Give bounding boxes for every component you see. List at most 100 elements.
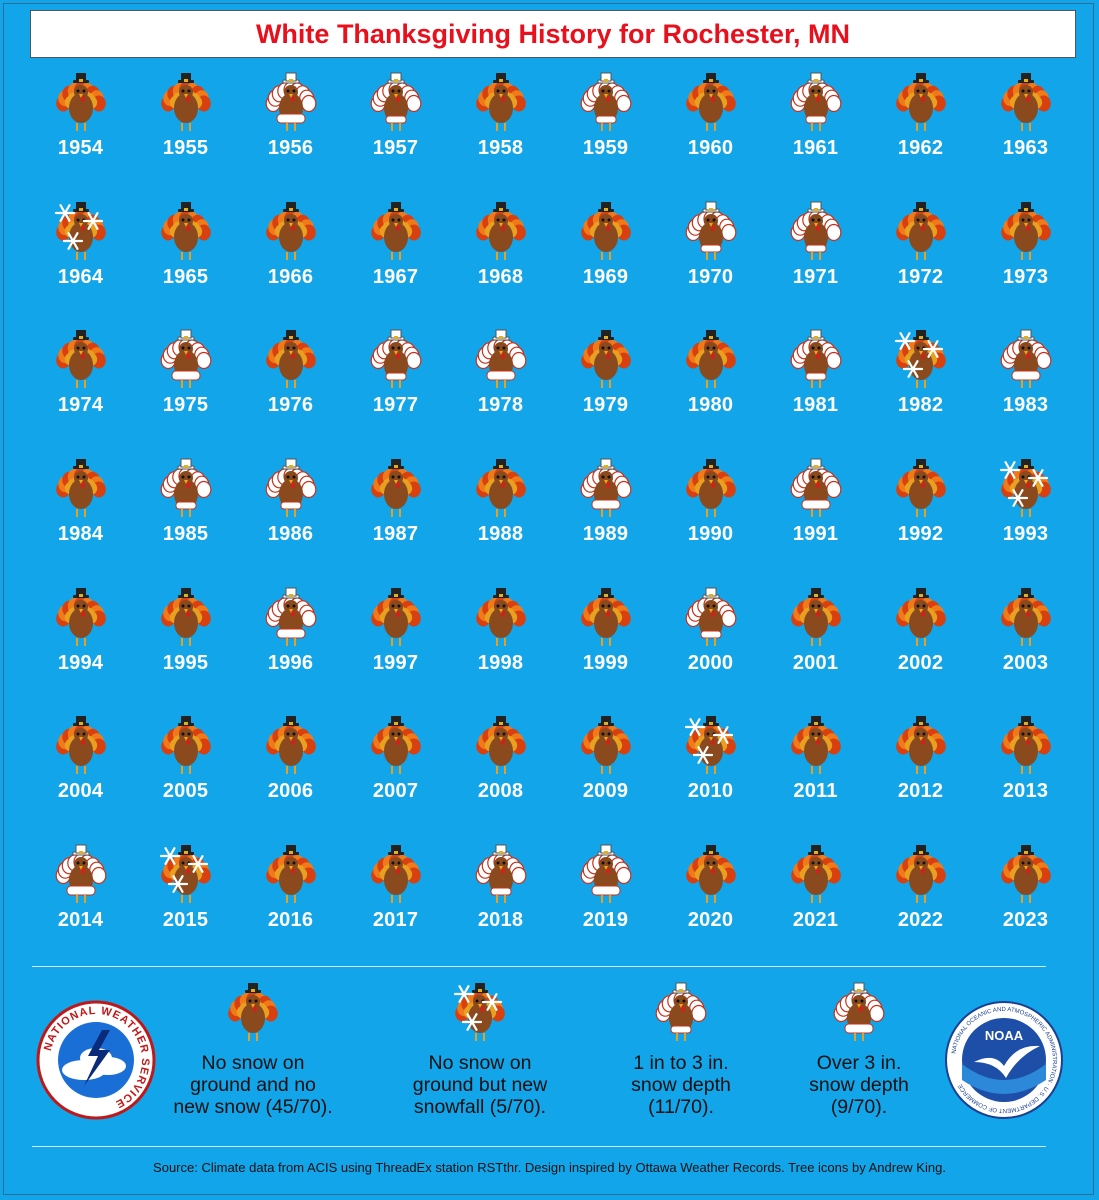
year-label: 1968 <box>477 265 524 288</box>
year-label: 1965 <box>162 265 209 288</box>
year-label: 1971 <box>792 265 839 288</box>
turkey-icon <box>683 585 739 649</box>
year-cell: 2013 <box>973 713 1078 842</box>
year-label: 2009 <box>582 780 629 803</box>
year-cell: 1975 <box>133 327 238 456</box>
year-cell: 1988 <box>448 456 553 585</box>
turkey-icon <box>578 199 634 263</box>
turkey-icon <box>788 199 844 263</box>
year-cell: 1976 <box>238 327 343 456</box>
turkey-icon <box>473 199 529 263</box>
year-cell: 1996 <box>238 585 343 714</box>
legend-label: 1 in to 3 in. snow depth (11/70). <box>631 1052 731 1118</box>
year-label: 2006 <box>267 780 314 803</box>
turkey-icon <box>158 199 214 263</box>
year-cell: 2009 <box>553 713 658 842</box>
year-label: 2010 <box>687 780 734 803</box>
turkey-icon <box>578 327 634 391</box>
year-cell: 2018 <box>448 842 553 971</box>
year-cell: 1990 <box>658 456 763 585</box>
legend-item: 1 in to 3 in. snow depth (11/70). <box>581 980 781 1118</box>
turkey-icon <box>578 842 634 906</box>
turkey-icon <box>473 842 529 906</box>
year-label: 1973 <box>1002 265 1049 288</box>
year-label: 2001 <box>792 651 839 674</box>
year-label: 2000 <box>687 651 734 674</box>
year-label: 1982 <box>897 394 944 417</box>
divider-bottom <box>32 1146 1046 1147</box>
year-label: 1967 <box>372 265 419 288</box>
turkey-icon <box>452 980 508 1044</box>
year-label: 1966 <box>267 265 314 288</box>
year-cell: 2011 <box>763 713 868 842</box>
turkey-icon <box>998 327 1054 391</box>
year-label: 1972 <box>897 265 944 288</box>
year-cell: 1969 <box>553 199 658 328</box>
year-label: 2007 <box>372 780 419 803</box>
year-cell: 1989 <box>553 456 658 585</box>
year-label: 2016 <box>267 909 314 932</box>
turkey-icon <box>893 713 949 777</box>
turkey-icon <box>998 199 1054 263</box>
turkey-icon <box>893 70 949 134</box>
divider-top <box>32 966 1046 967</box>
turkey-icon <box>473 456 529 520</box>
year-label: 2003 <box>1002 651 1049 674</box>
turkey-icon <box>578 585 634 649</box>
year-label: 1957 <box>372 137 419 159</box>
year-cell: 1992 <box>868 456 973 585</box>
year-label: 1974 <box>57 394 104 417</box>
year-cell: 1958 <box>448 70 553 199</box>
turkey-icon <box>578 70 634 134</box>
year-cell: 2012 <box>868 713 973 842</box>
year-label: 1963 <box>1002 137 1049 159</box>
turkey-icon <box>53 713 109 777</box>
turkey-icon <box>788 456 844 520</box>
year-cell: 2008 <box>448 713 553 842</box>
year-cell: 1993 <box>973 456 1078 585</box>
turkey-icon <box>788 585 844 649</box>
year-label: 2013 <box>1002 780 1049 803</box>
year-cell: 2019 <box>553 842 658 971</box>
year-label: 1999 <box>582 651 629 674</box>
turkey-icon <box>998 713 1054 777</box>
turkey-icon <box>53 585 109 649</box>
turkey-icon <box>225 980 281 1044</box>
turkey-icon <box>368 70 424 134</box>
year-cell: 1999 <box>553 585 658 714</box>
year-cell: 1994 <box>28 585 133 714</box>
turkey-icon <box>473 713 529 777</box>
turkey-icon <box>53 327 109 391</box>
turkey-icon <box>683 327 739 391</box>
year-cell: 1997 <box>343 585 448 714</box>
year-label: 1994 <box>57 651 104 674</box>
year-label: 1979 <box>582 394 629 417</box>
turkey-icon <box>368 327 424 391</box>
year-label: 2005 <box>162 780 209 803</box>
year-cell: 1977 <box>343 327 448 456</box>
year-cell: 2001 <box>763 585 868 714</box>
year-cell: 1963 <box>973 70 1078 199</box>
year-cell: 1982 <box>868 327 973 456</box>
turkey-icon <box>53 70 109 134</box>
year-cell: 1961 <box>763 70 868 199</box>
year-cell: 1987 <box>343 456 448 585</box>
legend-label: No snow on ground and no new snow (45/70… <box>173 1052 333 1118</box>
year-cell: 1979 <box>553 327 658 456</box>
year-label: 2002 <box>897 651 944 674</box>
year-cell: 1962 <box>868 70 973 199</box>
turkey-icon <box>788 842 844 906</box>
turkey-icon <box>263 199 319 263</box>
turkey-icon <box>53 199 109 263</box>
turkey-icon <box>788 70 844 134</box>
year-label: 1998 <box>477 651 524 674</box>
year-cell: 1978 <box>448 327 553 456</box>
turkey-icon <box>263 585 319 649</box>
turkey-icon <box>473 585 529 649</box>
year-label: 1989 <box>582 523 629 546</box>
year-label: 1996 <box>267 651 314 674</box>
year-label: 2008 <box>477 780 524 803</box>
year-cell: 1964 <box>28 199 133 328</box>
turkey-icon <box>263 713 319 777</box>
year-label: 1990 <box>687 523 734 546</box>
